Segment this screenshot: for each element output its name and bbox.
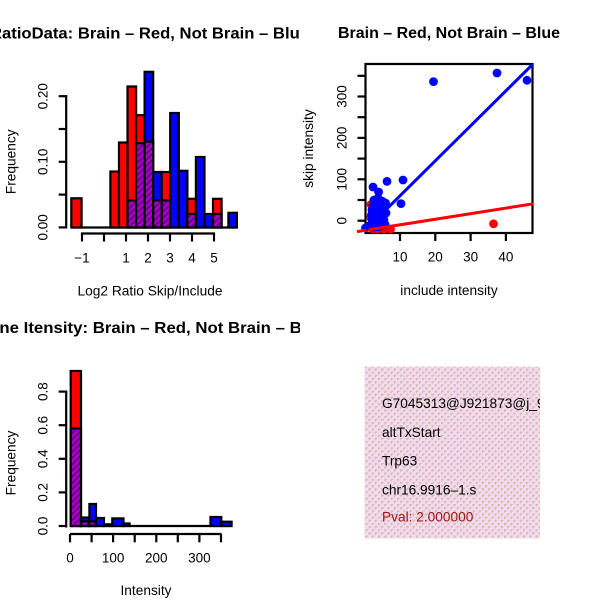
svg-text:2: 2 bbox=[144, 251, 152, 266]
svg-text:G7045313@J921873@j_9: G7045313@J921873@j_9 bbox=[382, 396, 545, 411]
svg-text:4: 4 bbox=[188, 251, 196, 266]
svg-text:Pval: 2.000000: Pval: 2.000000 bbox=[382, 510, 474, 525]
svg-text:1: 1 bbox=[122, 251, 130, 266]
svg-text:0.4: 0.4 bbox=[36, 449, 51, 468]
svg-text:10: 10 bbox=[392, 250, 407, 265]
svg-text:0.6: 0.6 bbox=[36, 416, 51, 435]
svg-text:0.20: 0.20 bbox=[36, 83, 51, 109]
svg-text:200: 200 bbox=[335, 127, 350, 150]
svg-text:Intensity: Intensity bbox=[121, 583, 172, 598]
svg-text:0: 0 bbox=[335, 217, 350, 225]
svg-text:−1: −1 bbox=[74, 251, 89, 266]
svg-text:30: 30 bbox=[463, 250, 478, 265]
svg-text:20: 20 bbox=[428, 250, 443, 265]
svg-text:300: 300 bbox=[188, 551, 211, 566]
svg-text:0.8: 0.8 bbox=[36, 382, 51, 401]
svg-text:Brain – Red, Not Brain – Blue: Brain – Red, Not Brain – Blue bbox=[338, 25, 560, 42]
svg-text:include intensity: include intensity bbox=[400, 283, 498, 298]
svg-text:Frequency: Frequency bbox=[4, 129, 19, 194]
svg-text:200: 200 bbox=[145, 551, 168, 566]
svg-text:chr16.9916–1.s: chr16.9916–1.s bbox=[382, 482, 477, 497]
svg-text:300: 300 bbox=[335, 85, 350, 108]
svg-text:0.2: 0.2 bbox=[36, 483, 51, 502]
svg-text:0.10: 0.10 bbox=[36, 149, 51, 175]
svg-text:0: 0 bbox=[66, 551, 74, 566]
svg-text:RatioData: Brain – Red, Not Br: RatioData: Brain – Red, Not Brain – Blue bbox=[0, 26, 309, 43]
svg-text:Log2 Ratio Skip/Include: Log2 Ratio Skip/Include bbox=[78, 283, 223, 298]
svg-text:3: 3 bbox=[166, 251, 174, 266]
svg-text:100: 100 bbox=[335, 168, 350, 191]
svg-text:5: 5 bbox=[210, 251, 218, 266]
svg-text:0.0: 0.0 bbox=[36, 517, 51, 536]
svg-text:Frequency: Frequency bbox=[4, 431, 19, 496]
svg-text:skip intensity: skip intensity bbox=[301, 109, 316, 188]
svg-text:100: 100 bbox=[102, 551, 125, 566]
svg-text:40: 40 bbox=[498, 250, 513, 265]
svg-text:altTxStart: altTxStart bbox=[382, 425, 441, 440]
svg-text:Gene Itensity: Brain – Red, No: Gene Itensity: Brain – Red, Not Brain – … bbox=[0, 320, 326, 337]
svg-text:0.00: 0.00 bbox=[36, 214, 51, 240]
svg-text:Trp63: Trp63 bbox=[382, 454, 418, 469]
